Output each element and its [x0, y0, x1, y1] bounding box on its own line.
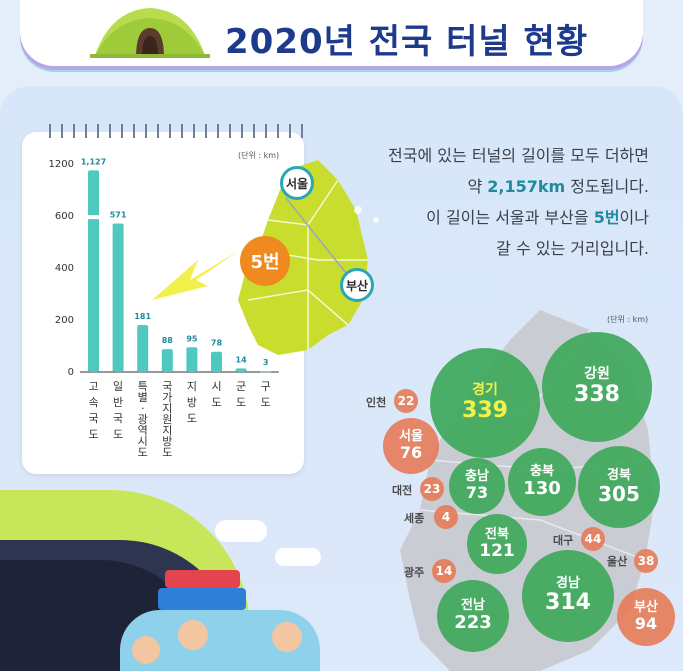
desc-line-1: 전국에 있는 터널의 길이를 모두 더하면: [388, 146, 649, 165]
small-label-sejong: 세종: [404, 512, 425, 525]
region-gangwon: 강원 338: [542, 332, 652, 442]
bar: [137, 324, 149, 372]
desc-line-2: 약 2,157km 정도됩니다.: [467, 177, 649, 196]
bar-value-label: 3: [263, 358, 269, 367]
desc-line-4: 갈 수 있는 거리입니다.: [496, 239, 649, 258]
region-jeonbuk: 전북 121: [467, 514, 527, 574]
bar-value-label: 1,127: [81, 157, 106, 166]
bar: [260, 371, 272, 373]
luggage-illustration-2: [158, 588, 246, 610]
bar-value-label: 181: [134, 312, 151, 321]
y-tick-label: 400: [55, 263, 74, 274]
bar-value-label: 571: [110, 211, 127, 220]
y-tick-label: 200: [55, 315, 74, 326]
small-value-sejong: 4: [434, 505, 458, 529]
region-busan: 부산 94: [617, 588, 675, 646]
arrow-icon: [152, 250, 240, 300]
category-label: 특 별 · 광 역 시 도: [138, 380, 148, 459]
luggage-illustration: [165, 570, 240, 588]
person-illustration: [178, 620, 208, 650]
small-value-incheon: 22: [394, 389, 418, 413]
five-times-badge: 5번: [240, 236, 290, 286]
chart-unit-label: (단위 : km): [238, 151, 280, 160]
bar: [161, 349, 173, 372]
y-tick-label: 0: [68, 367, 74, 378]
tunnel-tent-icon: [90, 8, 210, 58]
bar-value-label: 88: [162, 336, 174, 345]
small-value-daegu: 44: [581, 527, 605, 551]
region-jeonnam: 전남 223: [437, 580, 509, 652]
region-chungnam: 충남 73: [449, 458, 505, 514]
small-label-incheon: 인천: [366, 396, 387, 409]
bar: [186, 347, 198, 372]
y-tick-label: 600: [55, 211, 74, 222]
small-value-gwangju: 14: [432, 559, 456, 583]
small-value-daejeon: 23: [420, 477, 444, 501]
small-label-gwangju: 광주: [404, 566, 425, 579]
region-seoul: 서울 76: [383, 418, 439, 474]
region-gyeongnam: 경남 314: [522, 550, 614, 642]
bar: [211, 351, 222, 372]
region-chungbuk: 충북 130: [508, 448, 576, 516]
cloud-illustration: [215, 520, 267, 542]
map-unit-label: (단위 : km): [607, 315, 649, 324]
notepad-rings: [49, 124, 303, 138]
bar: [88, 170, 99, 372]
small-label-daejeon: 대전: [392, 484, 413, 497]
small-label-ulsan: 울산: [607, 555, 628, 568]
person-illustration-2: [272, 622, 302, 652]
busan-pin: 부산: [340, 268, 374, 302]
person-illustration-3: [132, 636, 160, 664]
description-text: 전국에 있는 터널의 길이를 모두 더하면 약 2,157km 정도됩니다. 이…: [319, 140, 649, 264]
bar: [235, 368, 247, 372]
seoul-pin: 서울: [280, 166, 314, 200]
small-label-daegu: 대구: [553, 534, 574, 547]
region-gyeonggi: 경기 339: [430, 348, 540, 458]
bar: [112, 223, 124, 372]
axis-break: [87, 215, 100, 220]
region-gyeongbuk: 경북 305: [578, 446, 660, 528]
bar-value-label: 95: [186, 334, 198, 343]
bar-value-label: 78: [211, 339, 223, 348]
cloud-illustration-2: [275, 548, 321, 566]
small-value-ulsan: 38: [634, 549, 658, 573]
bar-chart: 0 200 400 600 1200 1,127 고 속 국 도 571 일 반 국 도 181 특 별 · 광 역 시 도…: [49, 157, 279, 459]
korea-map-illustration: [238, 160, 379, 355]
desc-line-3: 이 길이는 서울과 부산을 5번이나: [426, 208, 649, 227]
y-tick-label: 1200: [49, 159, 74, 170]
bar-value-label: 14: [236, 355, 248, 364]
header-banner: 2020년 전국 터널 현황: [20, 0, 643, 66]
page-title: 2020년 전국 터널 현황: [225, 22, 589, 62]
